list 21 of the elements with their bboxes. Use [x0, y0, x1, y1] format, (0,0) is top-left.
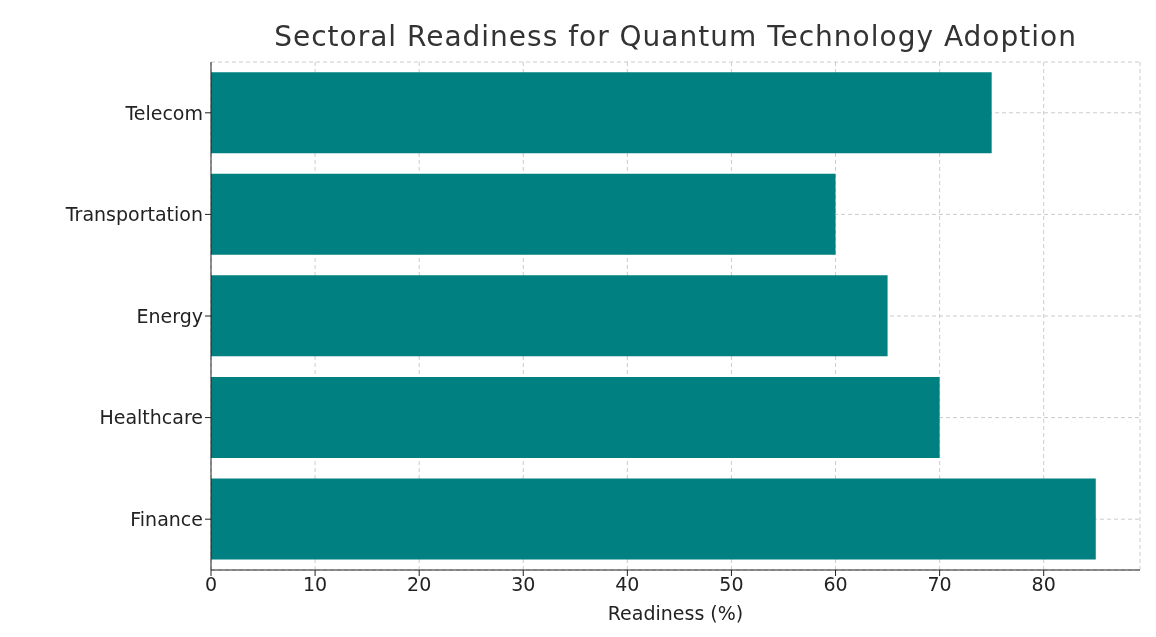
x-axis-title: Readiness (%)	[607, 602, 744, 624]
x-tick-label: 60	[823, 573, 848, 596]
y-tick-label: Transportation	[64, 203, 203, 226]
x-tick-label: 10	[303, 573, 328, 596]
bar	[211, 376, 940, 458]
x-tick-label: 50	[719, 573, 744, 596]
chart-title: Sectoral Readiness for Quantum Technology Adoption	[273, 20, 1078, 53]
bar	[211, 173, 836, 255]
x-tick-label: 80	[1031, 573, 1056, 596]
y-tick-label: Healthcare	[99, 406, 203, 429]
bar	[211, 72, 992, 154]
x-tick-label: 40	[615, 573, 640, 596]
x-tick-label: 30	[511, 573, 536, 596]
y-tick-label: Finance	[130, 507, 203, 530]
x-tick-label: 70	[927, 573, 952, 596]
bar	[211, 275, 888, 357]
bar	[211, 478, 1096, 560]
x-tick-label: 0	[204, 573, 218, 596]
x-tick-label: 20	[407, 573, 432, 596]
y-tick-label: Energy	[136, 304, 203, 327]
y-tick-label: Telecom	[124, 101, 203, 124]
